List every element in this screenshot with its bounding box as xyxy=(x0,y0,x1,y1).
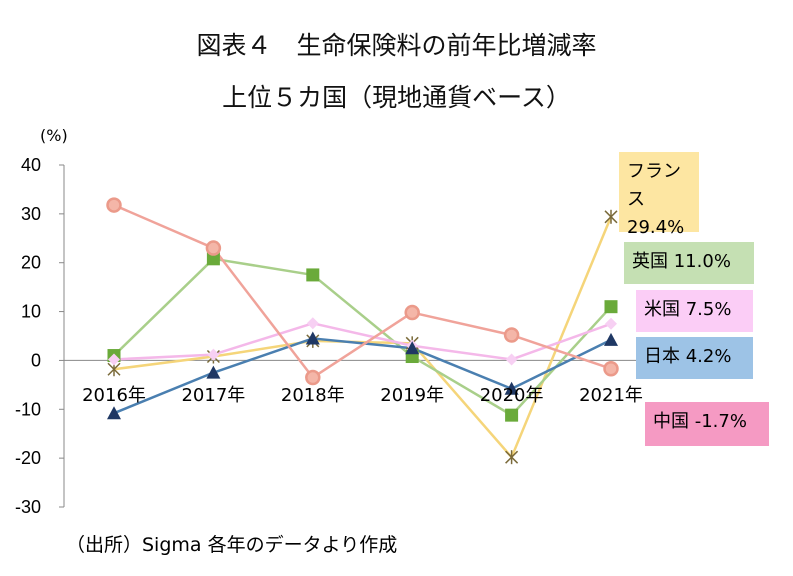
axes xyxy=(59,164,680,508)
data-point-circle xyxy=(106,197,122,213)
data-point-diamond xyxy=(108,353,120,366)
series-lines xyxy=(113,203,613,459)
chart-title-line2: 上位５カ国（現地通貨ベース） xyxy=(222,83,571,112)
data-point-circle xyxy=(603,360,619,377)
data-point-star xyxy=(505,450,519,465)
series-line xyxy=(113,322,612,361)
data-point-diamond xyxy=(306,317,319,330)
series-line xyxy=(113,257,612,417)
series-line xyxy=(113,337,612,415)
data-point-star xyxy=(604,209,618,224)
label-uk-name: 英国 xyxy=(632,251,668,272)
y-tick-label: 40 xyxy=(21,155,41,175)
y-tick-label: -20 xyxy=(15,448,41,468)
x-tick-label: 2019年 xyxy=(380,385,444,406)
label-france-name: フランス xyxy=(627,161,681,210)
y-tick-label: 0 xyxy=(31,350,41,370)
label-japan: 日本 4.2% xyxy=(636,337,753,379)
label-us-value: 7.5% xyxy=(685,299,732,320)
y-tick-label: 30 xyxy=(21,204,41,224)
x-tick-labels: 2016年 2017年 2018年 2019年 2020年 2021年 xyxy=(82,385,643,406)
y-tick-label: -30 xyxy=(15,497,41,517)
label-france: フランス 29.4% xyxy=(619,152,699,238)
source-note: （出所）Sigma 各年のデータより作成 xyxy=(66,534,398,556)
label-us-name: 米国 xyxy=(644,299,680,320)
data-point-square xyxy=(505,408,519,422)
y-tick-label: 10 xyxy=(21,302,41,322)
label-china: 中国 -1.7% xyxy=(645,402,769,446)
data-point-square xyxy=(206,252,220,266)
y-tick-label: 20 xyxy=(21,253,41,273)
data-point-square xyxy=(604,300,618,314)
label-china-name: 中国 xyxy=(653,411,689,432)
x-tick-label: 2017年 xyxy=(181,385,245,406)
label-uk-value: 11.0% xyxy=(673,251,731,272)
data-point-circle xyxy=(503,327,520,343)
data-point-triangle xyxy=(107,406,121,420)
y-axis-unit: (%) xyxy=(40,126,68,145)
data-point-diamond xyxy=(505,353,518,366)
data-point-triangle xyxy=(504,381,519,395)
x-tick-label: 2018年 xyxy=(281,385,345,406)
label-us: 米国 7.5% xyxy=(636,290,753,332)
data-point-triangle xyxy=(206,365,221,379)
data-point-diamond xyxy=(605,317,617,330)
data-point-circle xyxy=(305,369,321,386)
data-point-triangle xyxy=(604,332,618,346)
data-point-circle xyxy=(205,240,222,256)
y-tick-labels: 40 30 20 10 0 -10 -20 -30 xyxy=(15,155,41,517)
data-point-circle xyxy=(404,304,420,321)
label-france-value: 29.4% xyxy=(627,216,685,238)
y-tick-label: -10 xyxy=(15,399,41,419)
x-tick-label: 2021年 xyxy=(579,385,643,406)
series-line xyxy=(113,203,612,379)
data-point-triangle xyxy=(305,331,320,345)
label-japan-name: 日本 xyxy=(644,346,680,367)
label-japan-value: 4.2% xyxy=(685,346,732,367)
data-point-square xyxy=(306,268,320,282)
x-tick-label: 2020年 xyxy=(480,385,544,406)
series-line xyxy=(113,216,613,459)
data-point-diamond xyxy=(207,348,220,361)
label-china-value: -1.7% xyxy=(694,411,747,432)
x-tick-label: 2016年 xyxy=(82,385,146,406)
label-uk: 英国 11.0% xyxy=(624,242,754,284)
data-point-triangle xyxy=(405,341,420,355)
chart-title-line1: 図表４ 生命保険料の前年比増減率 xyxy=(196,31,597,60)
series-markers xyxy=(106,197,619,465)
